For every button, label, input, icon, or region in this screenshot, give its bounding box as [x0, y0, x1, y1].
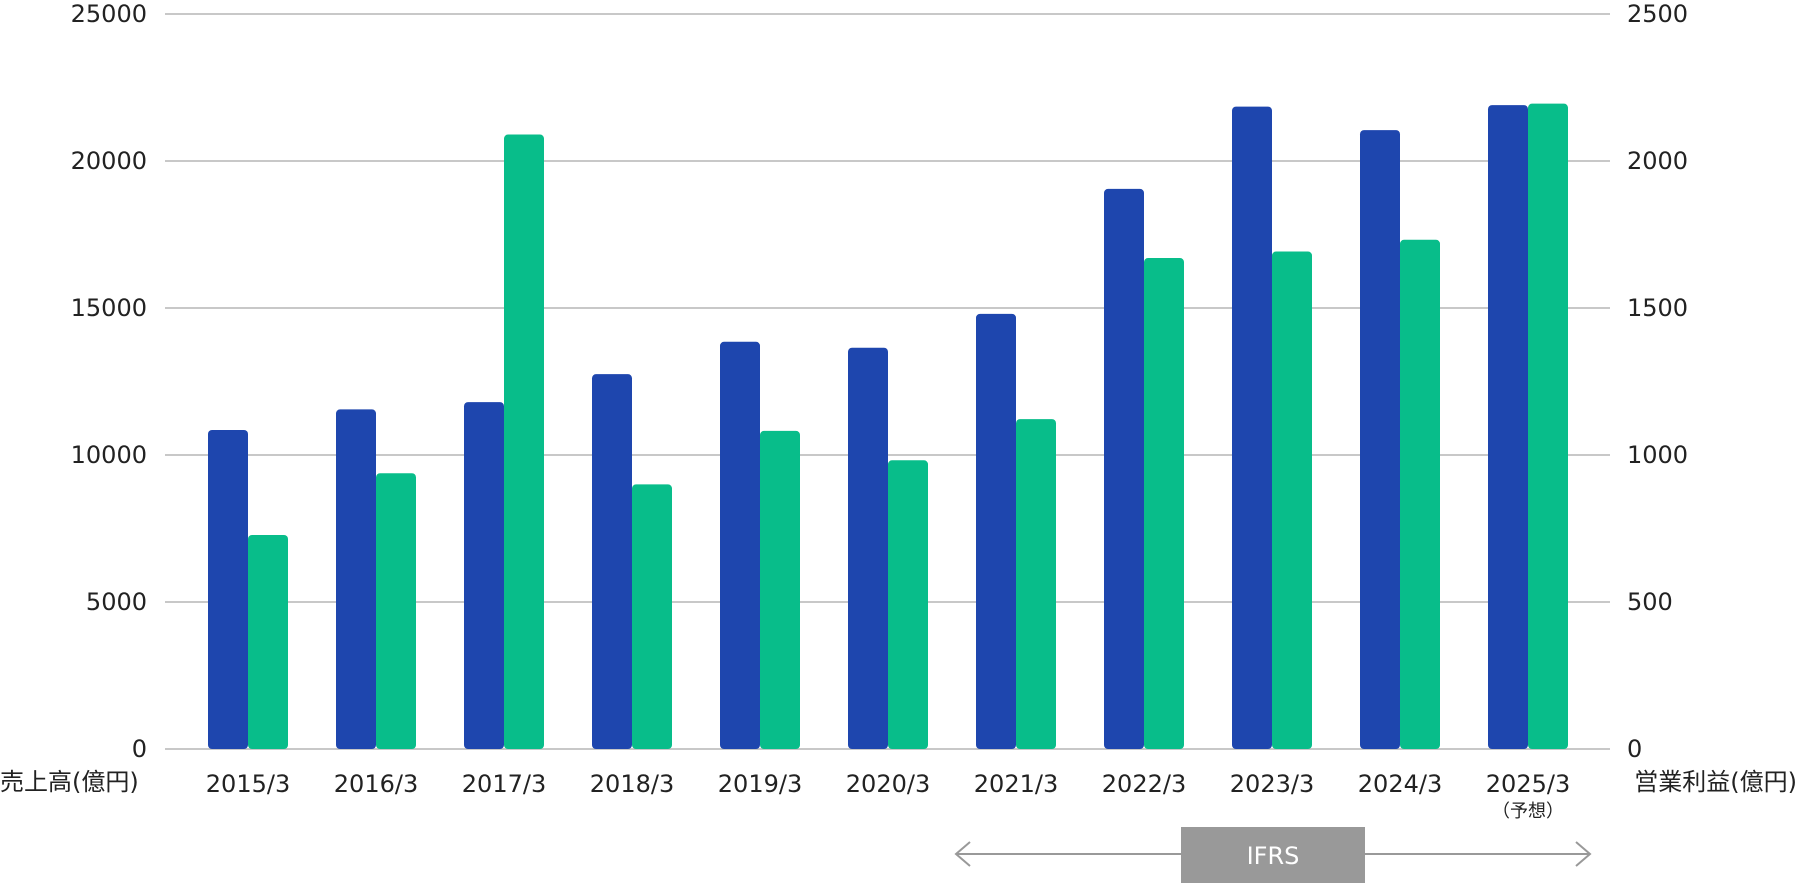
- bar-sales: [1232, 106, 1272, 750]
- ifrs-label-box: [1181, 827, 1365, 883]
- x-tick-label: 2017/3: [462, 770, 546, 798]
- right-axis-title: 営業利益(億円): [1634, 768, 1797, 796]
- x-tick-label: 2018/3: [590, 770, 674, 798]
- bar-operating-profit: [1016, 419, 1056, 749]
- x-tick-label: 2020/3: [846, 770, 930, 798]
- left-axis-title: 売上高(億円): [0, 768, 139, 796]
- bar-sales: [1488, 105, 1528, 749]
- left-axis-ticks: 0 5000 10000 15000 20000 25000: [71, 0, 147, 763]
- ifrs-label: IFRS: [1247, 842, 1300, 870]
- x-axis-ticks: 2015/3 2016/3 2017/3 2018/3 2019/3 2020/3 2021…: [206, 770, 1570, 798]
- ifrs-range: IFRS: [954, 827, 1592, 883]
- bar-sales: [1104, 188, 1144, 749]
- ifrs-arrowhead-left: [954, 841, 971, 867]
- ifrs-arrowhead-right: [1575, 841, 1592, 867]
- bar-operating-profit: [1528, 103, 1568, 750]
- x-tick-label: 2025/3: [1486, 770, 1570, 798]
- left-tick-label: 10000: [71, 441, 147, 469]
- bar-sales: [720, 341, 760, 749]
- bar-sales: [464, 402, 504, 749]
- bar-operating-profit: [504, 134, 544, 750]
- x-tick-label: 2016/3: [334, 770, 418, 798]
- bar-operating-profit: [1272, 251, 1312, 749]
- bar-operating-profit: [760, 430, 800, 749]
- bar-operating-profit: [376, 473, 416, 749]
- x-tick-label: 2015/3: [206, 770, 290, 798]
- x-tick-label: 2022/3: [1102, 770, 1186, 798]
- x-tick-label: 2023/3: [1230, 770, 1314, 798]
- bar-sales: [1360, 130, 1400, 749]
- bar-sales: [976, 313, 1016, 749]
- bar-operating-profit: [1400, 239, 1440, 750]
- forecast-note: （予想）: [1492, 801, 1564, 822]
- left-tick-label: 15000: [71, 294, 147, 322]
- right-tick-label: 1500: [1627, 294, 1688, 322]
- left-tick-label: 20000: [71, 147, 147, 175]
- bars: [208, 103, 1568, 750]
- right-tick-label: 2000: [1627, 147, 1688, 175]
- bar-operating-profit: [632, 484, 672, 749]
- right-axis-ticks: 0 500 1000 1500 2000 2500: [1627, 0, 1688, 763]
- bar-sales: [848, 347, 888, 749]
- bar-operating-profit: [248, 534, 288, 749]
- bar-sales: [336, 409, 376, 749]
- left-tick-label: 0: [132, 735, 147, 763]
- left-tick-label: 25000: [71, 0, 147, 28]
- bar-sales: [208, 430, 248, 749]
- right-tick-label: 2500: [1627, 0, 1688, 28]
- x-tick-label: 2019/3: [718, 770, 802, 798]
- x-tick-label: 2024/3: [1358, 770, 1442, 798]
- bar-operating-profit: [888, 460, 928, 749]
- right-tick-label: 0: [1627, 735, 1642, 763]
- x-tick-label: 2021/3: [974, 770, 1058, 798]
- right-tick-label: 500: [1627, 588, 1673, 616]
- left-tick-label: 5000: [86, 588, 147, 616]
- right-tick-label: 1000: [1627, 441, 1688, 469]
- bar-operating-profit: [1144, 258, 1184, 749]
- bar-sales: [592, 374, 632, 749]
